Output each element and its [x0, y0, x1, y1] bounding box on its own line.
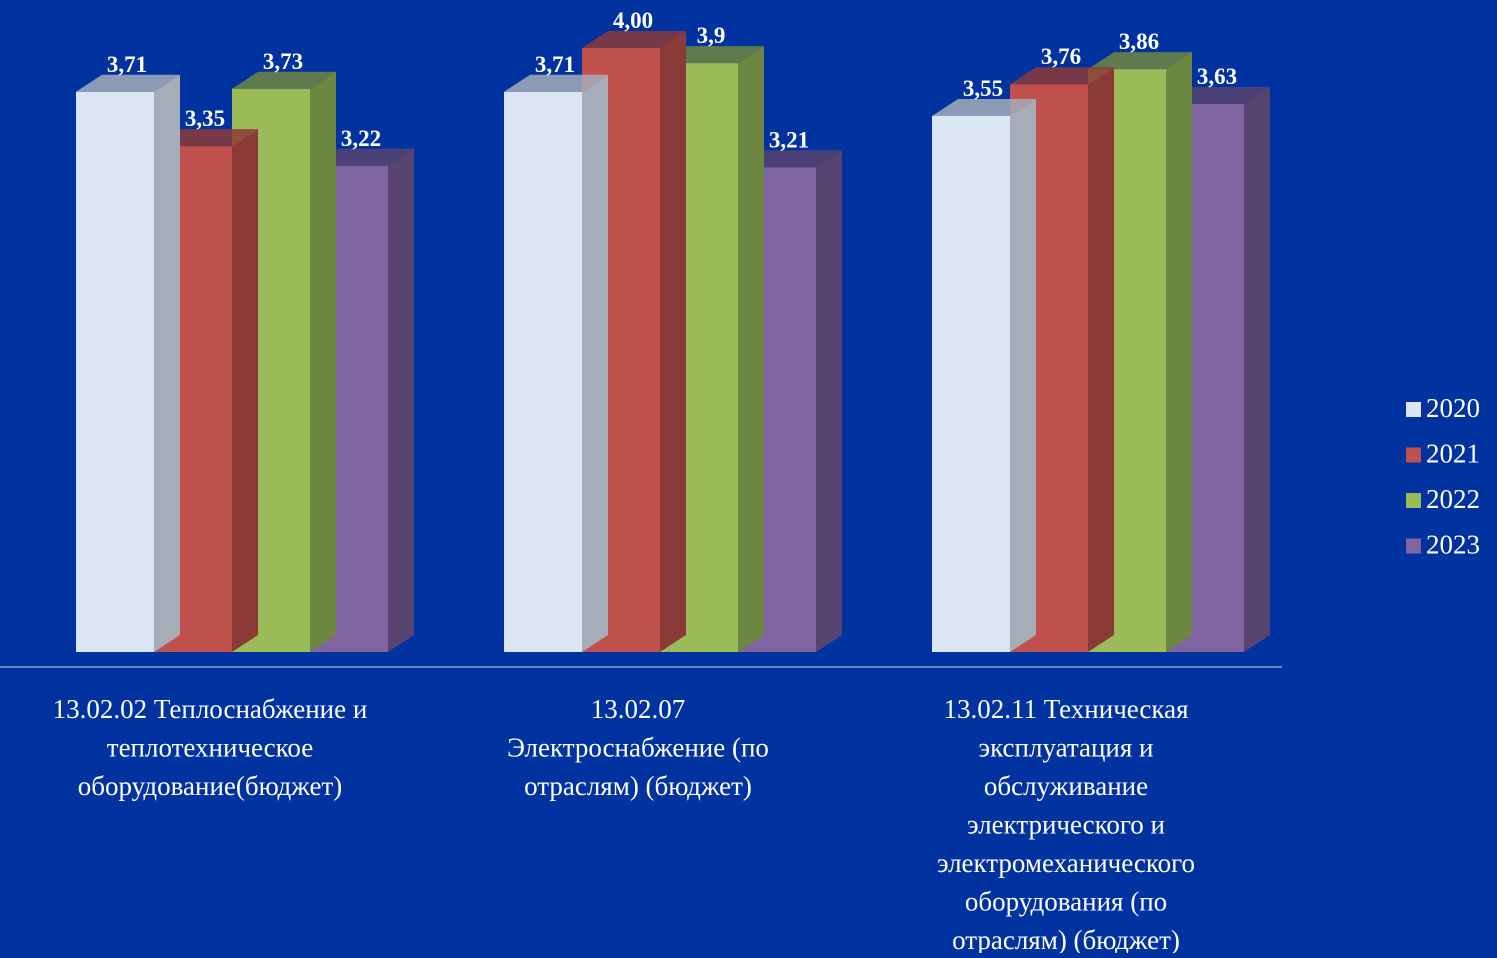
category-labels-layer: 13.02.02 Теплоснабжение и теплотехническо… — [53, 694, 1195, 955]
bar-side-face — [1088, 67, 1114, 653]
bar-top-face — [932, 98, 1036, 116]
category-label-3: 13.02.11 Техническая эксплуатация и обслуж… — [937, 694, 1195, 953]
legend-label: 2023 — [1426, 530, 1480, 560]
category-label-line: электромеханического — [937, 848, 1195, 878]
category-label-2: 13.02.07 Электроснабжение (по отраслям) (б… — [507, 694, 769, 801]
bar-top-face — [76, 74, 180, 92]
data-label-2023-2: 3,21 — [769, 127, 809, 152]
legend-label: 2021 — [1426, 439, 1480, 469]
category-label-line: отраслям) (бюджет) — [952, 925, 1180, 953]
legend-swatch — [1406, 402, 1421, 417]
bar-top-face — [232, 71, 336, 89]
legend-label: 2020 — [1426, 393, 1480, 423]
bar-side-face — [232, 129, 258, 652]
category-label-line: эксплуатация и — [979, 733, 1154, 763]
bar-top-face — [582, 31, 686, 48]
bars-layer — [76, 31, 1270, 653]
bar-2020-2 — [504, 74, 608, 653]
data-label-2023-1: 3,22 — [341, 126, 381, 151]
data-label-2021-3: 3,76 — [1041, 44, 1081, 69]
legend-item-2021: 2021 — [1406, 439, 1480, 469]
bar-top-face — [504, 74, 608, 92]
bar-side-face — [1010, 98, 1036, 652]
bar-front-face — [76, 91, 154, 653]
bar-top-face — [1010, 67, 1114, 85]
data-label-2022-3: 3,86 — [1119, 29, 1159, 54]
category-label-line: Электроснабжение (по — [507, 733, 769, 763]
bar-side-face — [310, 71, 336, 652]
category-label-line: оборудования (по — [965, 887, 1167, 917]
data-label-2021-1: 3,35 — [185, 106, 225, 131]
bar-top-face — [1088, 52, 1192, 70]
value-labels-layer: 3,71 3,35 3,73 3,22 3,71 4,00 3,9 3,21 3,55 3,76 3… — [107, 8, 1237, 152]
legend: 2020 2021 2022 2023 — [1406, 393, 1480, 560]
data-label-2023-3: 3,63 — [1197, 64, 1237, 89]
bar-side-face — [660, 31, 686, 652]
legend-swatch — [1406, 538, 1421, 554]
category-label-line: теплотехническое — [107, 733, 313, 763]
data-label-2020-3: 3,55 — [963, 76, 1003, 101]
bar-side-face — [738, 46, 764, 653]
legend-swatch — [1406, 447, 1421, 463]
bar-front-face — [932, 115, 1010, 652]
category-label-line: отраслям) (бюджет) — [524, 771, 752, 801]
category-label-line: электрического и — [967, 810, 1165, 840]
bar-side-face — [1244, 86, 1270, 653]
bar-side-face — [1166, 52, 1192, 652]
bar-side-face — [582, 74, 608, 653]
data-label-2020-2: 3,71 — [535, 52, 575, 77]
category-label-1: 13.02.02 Теплоснабжение и теплотехническо… — [53, 694, 368, 801]
category-label-line: 13.02.07 — [591, 694, 686, 724]
data-label-2020-1: 3,71 — [107, 52, 147, 77]
bar-side-face — [154, 74, 180, 653]
bar-2020-1 — [76, 74, 180, 653]
category-label-line: 13.02.02 Теплоснабжение и — [53, 694, 368, 724]
legend-item-2022: 2022 — [1406, 484, 1480, 514]
category-label-line: 13.02.11 Техническая — [943, 694, 1188, 724]
bar-side-face — [816, 150, 842, 653]
data-label-2022-2: 3,9 — [697, 23, 726, 48]
bar-front-face — [504, 91, 582, 653]
category-label-line: обслуживание — [984, 771, 1148, 801]
bar-2020-3 — [932, 98, 1036, 652]
data-label-2022-1: 3,73 — [263, 49, 303, 74]
legend-swatch — [1406, 493, 1421, 508]
data-label-2021-2: 4,00 — [613, 8, 653, 33]
legend-item-2020: 2020 — [1406, 393, 1480, 423]
legend-item-2023: 2023 — [1406, 530, 1480, 560]
category-label-line: оборудование(бюджет) — [78, 771, 343, 801]
bar-side-face — [388, 148, 414, 652]
legend-label: 2022 — [1426, 484, 1480, 514]
